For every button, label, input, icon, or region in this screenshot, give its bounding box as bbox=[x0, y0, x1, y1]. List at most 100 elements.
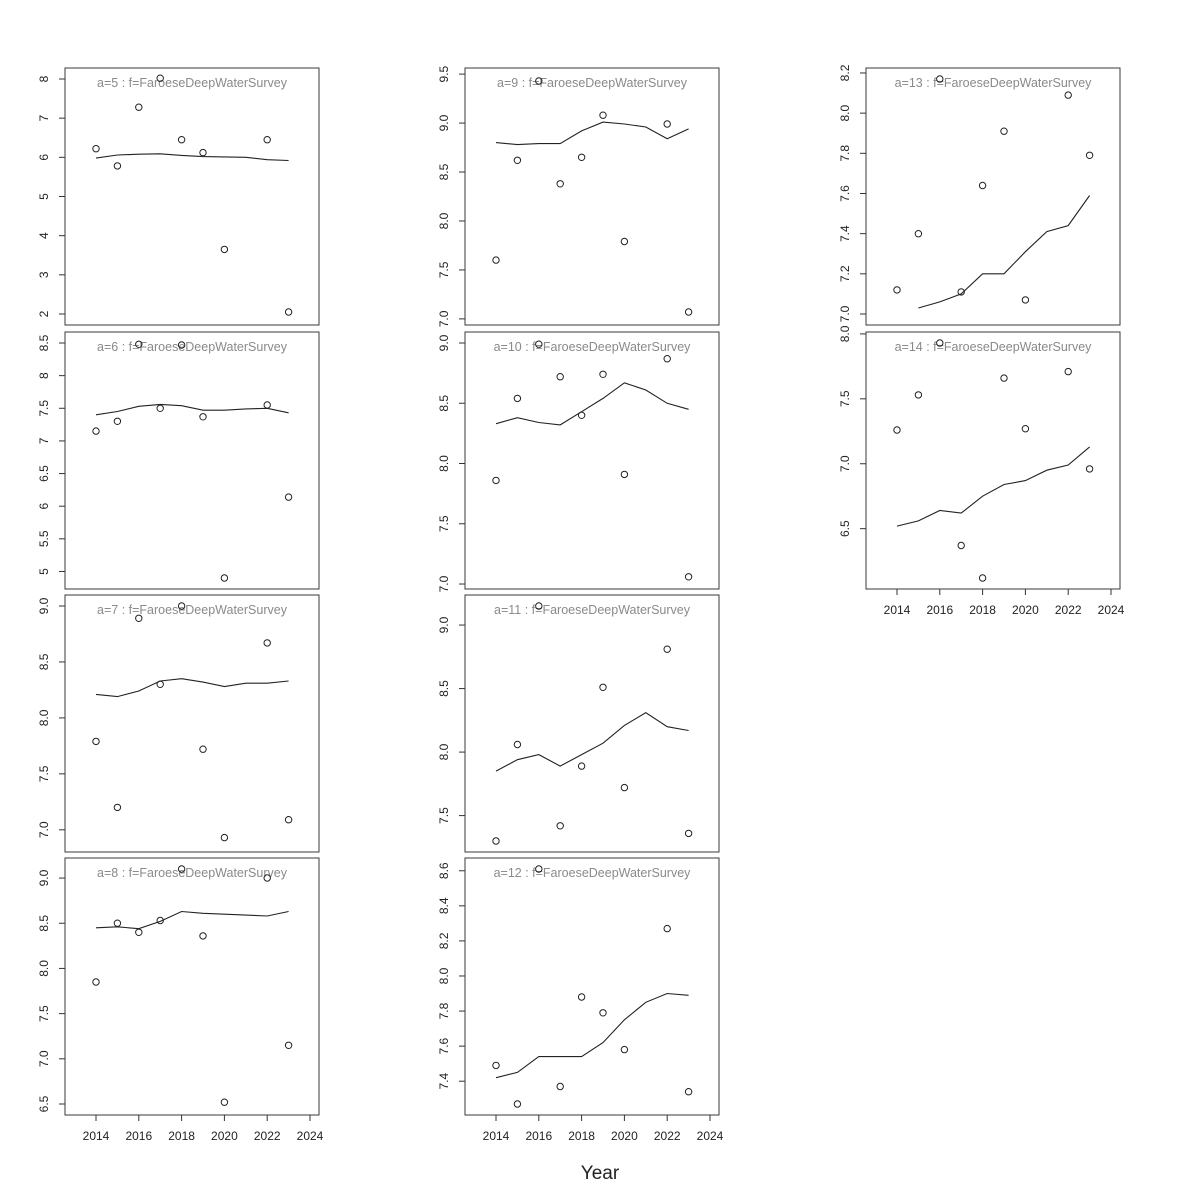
y-tick-label: 7.5 bbox=[838, 390, 852, 407]
data-point bbox=[1021, 296, 1030, 304]
data-point bbox=[220, 1098, 229, 1106]
y-tick-label: 7 bbox=[37, 437, 51, 444]
data-point bbox=[535, 340, 543, 348]
y-tick-label: 7.2 bbox=[838, 265, 852, 282]
panel-frame bbox=[865, 67, 1121, 326]
fitted-line bbox=[95, 403, 289, 416]
y-tick-label: 7.5 bbox=[437, 261, 451, 278]
y-tick-label: 6 bbox=[37, 154, 51, 161]
panel-10: a=14 : f=FaroeseDeepWaterSurvey 6.5 7.0 7.5… bbox=[838, 325, 1124, 617]
data-point bbox=[113, 162, 122, 170]
data-point bbox=[1021, 425, 1030, 433]
y-tick-label: 8.0 bbox=[437, 967, 451, 984]
panel-frame bbox=[464, 67, 720, 326]
y-tick-label: 8.5 bbox=[37, 915, 51, 932]
y-tick-label: 9.0 bbox=[437, 334, 451, 351]
data-point bbox=[535, 602, 543, 610]
data-point bbox=[599, 683, 607, 691]
data-point bbox=[156, 74, 164, 82]
y-tick-label: 8 bbox=[37, 75, 51, 82]
panel-label: a=9 : f=FaroeseDeepWaterSurvey bbox=[497, 76, 688, 90]
x-tick-label: 2022 bbox=[254, 1129, 281, 1143]
y-tick-label: 8.0 bbox=[437, 743, 451, 760]
data-point bbox=[556, 373, 564, 381]
y-tick-label: 7.0 bbox=[838, 455, 852, 472]
data-point bbox=[936, 339, 944, 347]
y-tick-label: 6.5 bbox=[838, 520, 852, 537]
y-tick-label: 7.6 bbox=[838, 185, 852, 202]
data-point bbox=[199, 413, 207, 421]
data-point bbox=[957, 541, 965, 550]
panel-6: a=10 : f=FaroeseDeepWaterSurvey 7.0 7.5 8.0… bbox=[437, 331, 720, 592]
y-tick-label: 7.0 bbox=[437, 575, 451, 592]
fitted-line bbox=[896, 446, 1090, 527]
panel-frame bbox=[464, 594, 720, 853]
y-tick-label: 7.5 bbox=[437, 515, 451, 532]
y-tick-label: 7.5 bbox=[37, 400, 51, 417]
data-point bbox=[284, 1041, 293, 1050]
x-tick-label: 2024 bbox=[697, 1129, 724, 1143]
data-point bbox=[893, 426, 901, 434]
data-point bbox=[1064, 91, 1072, 99]
data-point bbox=[684, 1088, 693, 1096]
data-point bbox=[684, 829, 693, 838]
x-axis-label: Year bbox=[581, 1163, 620, 1184]
panel-4: a=8 : f=FaroeseDeepWaterSurvey 6.5 7.0 7.5 8… bbox=[37, 857, 324, 1143]
data-point bbox=[535, 77, 543, 85]
fitted-line bbox=[95, 153, 289, 162]
data-point bbox=[577, 762, 586, 770]
data-point bbox=[556, 1082, 564, 1091]
data-point bbox=[684, 308, 693, 316]
data-point bbox=[663, 924, 671, 933]
x-tick-label: 2014 bbox=[83, 1129, 110, 1143]
data-point bbox=[177, 341, 186, 349]
y-tick-label: 9.0 bbox=[37, 597, 51, 614]
y-tick-label: 8.4 bbox=[437, 897, 451, 914]
y-tick-label: 8.5 bbox=[437, 395, 451, 412]
data-point bbox=[513, 394, 522, 403]
y-tick-label: 6 bbox=[37, 503, 51, 510]
data-point bbox=[284, 308, 293, 316]
panel-label: a=14 : f=FaroeseDeepWaterSurvey bbox=[895, 340, 1093, 354]
y-tick-label: 5 bbox=[37, 193, 51, 200]
y-tick-label: 8.5 bbox=[37, 334, 51, 351]
data-point bbox=[492, 1061, 500, 1070]
panel-frame bbox=[865, 331, 1121, 590]
y-tick-label: 7.0 bbox=[37, 821, 51, 838]
y-tick-label: 8.2 bbox=[437, 932, 451, 949]
panel-frame bbox=[464, 331, 720, 590]
data-point bbox=[914, 230, 923, 238]
data-point bbox=[978, 181, 987, 190]
data-point bbox=[199, 932, 207, 940]
x-tick-label: 2018 bbox=[969, 603, 996, 617]
y-tick-label: 7.0 bbox=[37, 1050, 51, 1067]
x-tick-label: 2020 bbox=[1012, 603, 1039, 617]
data-point bbox=[936, 75, 944, 83]
fitted-line bbox=[918, 195, 1091, 309]
data-point bbox=[599, 111, 607, 119]
panel-frame bbox=[64, 594, 320, 853]
data-point bbox=[284, 493, 293, 501]
y-tick-label: 7.0 bbox=[838, 305, 852, 322]
data-point bbox=[199, 745, 207, 753]
y-tick-label: 8.0 bbox=[838, 325, 852, 342]
fitted-line bbox=[495, 121, 689, 146]
data-point bbox=[492, 476, 500, 485]
y-tick-label: 5.5 bbox=[37, 530, 51, 547]
y-tick-label: 6.5 bbox=[37, 1095, 51, 1112]
y-tick-label: 7.0 bbox=[437, 310, 451, 327]
y-tick-label: 7.8 bbox=[437, 1002, 451, 1019]
data-point bbox=[893, 286, 901, 294]
data-point bbox=[135, 340, 143, 348]
data-point bbox=[978, 574, 987, 582]
y-tick-label: 9.5 bbox=[437, 65, 451, 82]
data-point bbox=[263, 874, 271, 882]
y-tick-label: 9.0 bbox=[437, 114, 451, 131]
y-tick-label: 8 bbox=[37, 372, 51, 379]
y-tick-label: 7.5 bbox=[437, 807, 451, 824]
y-tick-label: 7.8 bbox=[838, 145, 852, 162]
data-point bbox=[92, 427, 100, 435]
data-point bbox=[1085, 465, 1094, 473]
data-point bbox=[620, 470, 629, 479]
panel-label: a=8 : f=FaroeseDeepWaterSurvey bbox=[97, 866, 288, 880]
